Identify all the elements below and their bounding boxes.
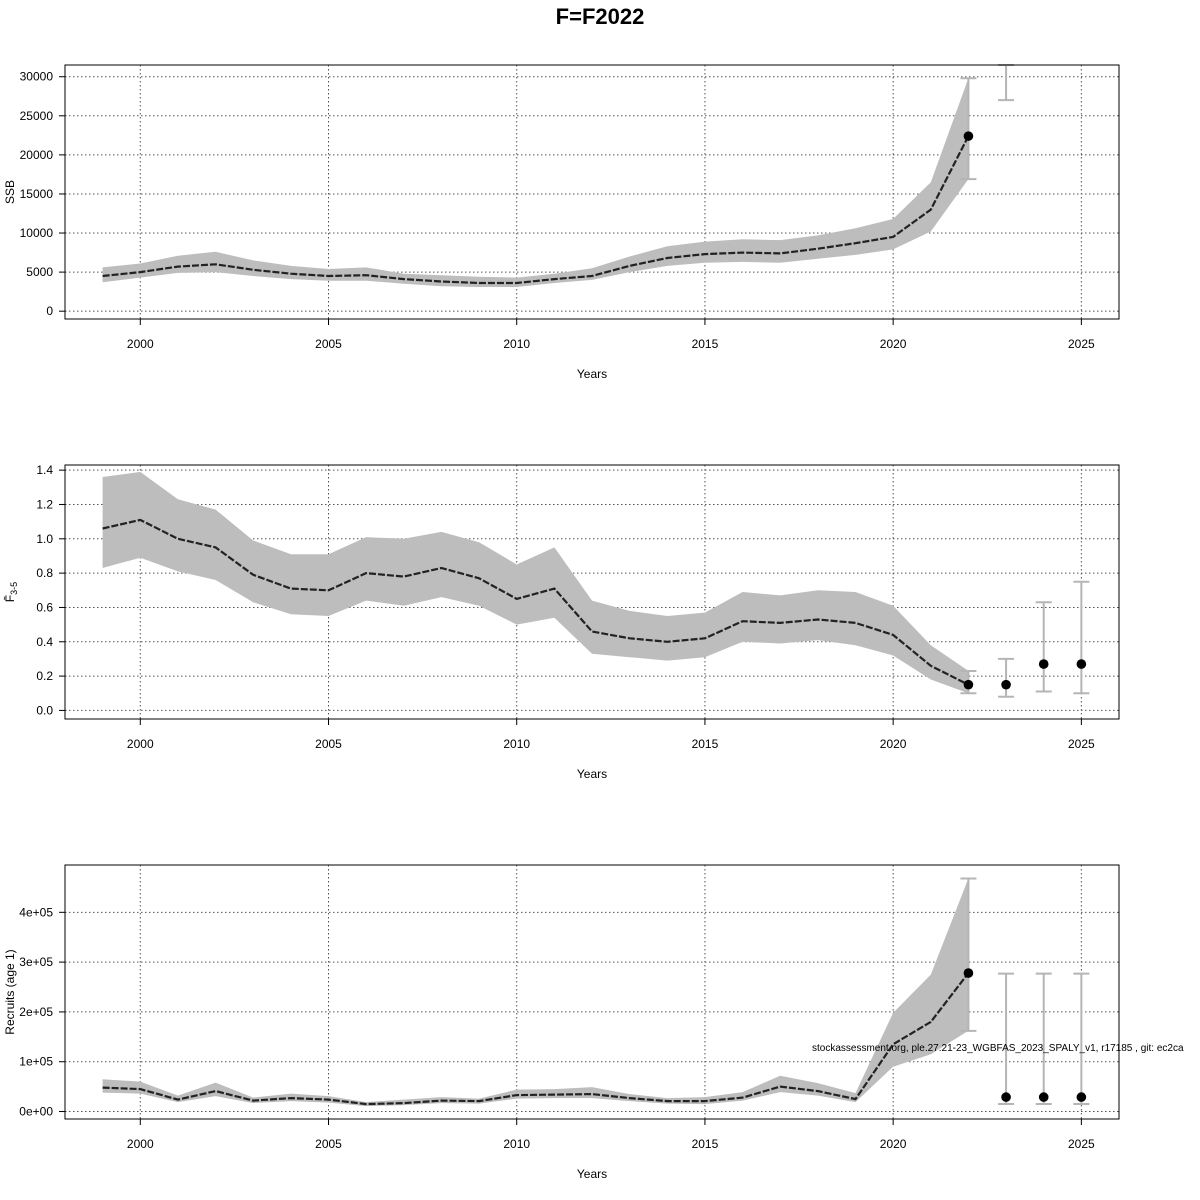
x-tick-label: 2025 (1068, 1137, 1095, 1151)
forecast-point (963, 968, 974, 978)
y-tick-label: 1.2 (36, 497, 53, 511)
x-tick-label: 2005 (315, 737, 342, 751)
x-tick-label: 2010 (503, 737, 530, 751)
forecast-point (1038, 1092, 1049, 1102)
forecast-point (1001, 1092, 1011, 1102)
y-tick-label: 0.2 (36, 669, 53, 683)
y-tick-label: 1.0 (36, 532, 53, 546)
y-axis-label: F̄3-5 (3, 582, 19, 602)
y-axis-label: Recruits (age 1) (3, 949, 17, 1034)
x-tick-label: 2020 (880, 337, 907, 351)
x-tick-label: 2000 (127, 337, 154, 351)
y-axis-label-subscript: 3-5 (9, 582, 19, 595)
forecast-point (963, 131, 974, 141)
y-tick-label: 2e+05 (19, 1005, 53, 1019)
plot-frame (64, 464, 1120, 720)
recruits-panel: 2000 2005 2010 2015 2020 2025 0e+00 1e+05 2e+05 3… (3, 864, 1120, 1181)
y-tick-label: 1.4 (36, 463, 53, 477)
y-tick-label: 0.4 (36, 635, 53, 649)
footer-note: stockassessment.org, ple.27.21-23_WGBFAS… (812, 1043, 1184, 1054)
estimate-line (102, 135, 970, 285)
x-axis-label: Years (577, 1167, 607, 1181)
y-tick-label: 0e+00 (19, 1105, 53, 1119)
y-tick-label: 0 (46, 304, 53, 318)
x-tick-label: 2010 (503, 337, 530, 351)
x-tick-label: 2025 (1068, 737, 1095, 751)
y-tick-label: 25000 (20, 109, 54, 123)
fbar-panel: 2000 2005 2010 2015 2020 2025 0.0 0.2 0.4 0.6 0.8 1… (3, 463, 1120, 781)
y-tick-label: 5000 (26, 265, 53, 279)
x-tick-label: 2010 (503, 1137, 530, 1151)
y-tick-label: 1e+05 (19, 1055, 53, 1069)
x-axis-label: Years (577, 367, 607, 381)
x-tick-label: 2020 (880, 1137, 907, 1151)
x-tick-label: 2020 (880, 737, 907, 751)
forecast-point (963, 679, 974, 690)
forecast-point (1001, 679, 1011, 690)
y-tick-label: 0.6 (36, 600, 53, 614)
y-tick-label: 0.0 (36, 703, 53, 717)
y-tick-label: 3e+05 (19, 955, 53, 969)
estimate-line (102, 518, 969, 686)
plot-frame (64, 64, 1120, 320)
x-tick-label: 2000 (127, 1137, 154, 1151)
x-tick-label: 2015 (692, 337, 719, 351)
estimate-line (102, 972, 970, 1106)
confidence-band (102, 471, 969, 694)
x-tick-label: 2025 (1068, 337, 1095, 351)
x-tick-label: 2015 (692, 1137, 719, 1151)
y-tick-label: 15000 (20, 187, 54, 201)
x-tick-label: 2000 (127, 737, 154, 751)
y-tick-label: 30000 (20, 70, 54, 84)
figure-title: F=F2022 (556, 4, 645, 29)
x-tick-label: 2015 (692, 737, 719, 751)
confidence-band (102, 78, 969, 287)
forecast-point (1076, 659, 1087, 669)
x-tick-label: 2005 (315, 337, 342, 351)
y-tick-label: 10000 (20, 226, 54, 240)
forecast-point (1038, 659, 1049, 669)
x-tick-label: 2005 (315, 1137, 342, 1151)
y-tick-label: 4e+05 (19, 905, 53, 919)
forecast-point (1076, 1092, 1087, 1102)
ssb-panel: 2000 2005 2010 2015 2020 2025 0 5000 10000 15000 2… (3, 64, 1120, 381)
plot-frame (64, 864, 1120, 1120)
y-tick-label: 20000 (20, 148, 54, 162)
x-axis-label: Years (577, 767, 607, 781)
y-axis-label: SSB (3, 180, 17, 204)
y-tick-label: 0.8 (36, 566, 53, 580)
confidence-band (102, 878, 969, 1107)
